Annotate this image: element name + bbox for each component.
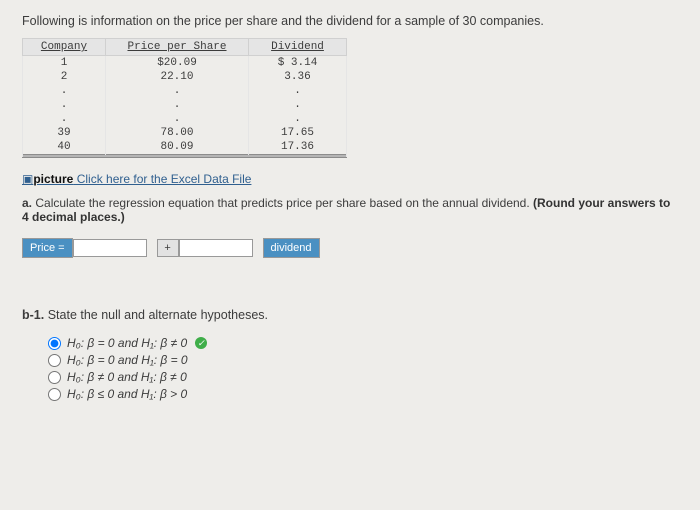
option-3-text: H₀: β ≠ 0 and H₁: β ≠ 0 [67,370,187,384]
radio-4[interactable] [48,388,61,401]
intro-text: Following is information on the price pe… [22,14,678,28]
option-2[interactable]: H₀: β = 0 and H₁: β = 0 [48,353,678,367]
slope-input[interactable] [179,239,253,257]
option-4[interactable]: H₀: β ≤ 0 and H₁: β > 0 [48,387,678,401]
table-row: 4080.0917.36 [23,140,347,155]
price-label: Price = [22,238,73,258]
th-dividend: Dividend [249,39,347,56]
link-text: Click here for the Excel Data File [73,172,251,186]
qa-text: Calculate the regression equation that p… [32,196,533,210]
radio-1[interactable] [48,337,61,350]
option-4-text: H₀: β ≤ 0 and H₁: β > 0 [67,387,187,401]
table-row: 1$20.09$ 3.14 [23,56,347,71]
intercept-input[interactable] [73,239,147,257]
option-2-text: H₀: β = 0 and H₁: β = 0 [67,353,188,367]
question-b1: b-1. State the null and alternate hypoth… [22,308,678,322]
data-table: Company Price per Share Dividend 1$20.09… [22,38,347,158]
table-row: 222.103.36 [23,70,347,84]
link-prefix: picture [33,172,73,186]
option-3[interactable]: H₀: β ≠ 0 and H₁: β ≠ 0 [48,370,678,384]
dividend-label: dividend [263,238,320,258]
radio-2[interactable] [48,354,61,367]
table-row: 3978.0017.65 [23,126,347,140]
camera-icon: ▣ [22,172,33,186]
hypothesis-options: H₀: β = 0 and H₁: β ≠ 0 ✓ H₀: β = 0 and … [48,336,678,401]
th-company: Company [23,39,106,56]
table-row: ... [23,84,347,98]
th-price: Price per Share [106,39,249,56]
option-1-text: H₀: β = 0 and H₁: β ≠ 0 [67,336,187,350]
table-row: ... [23,112,347,126]
plus-op: + [157,239,179,257]
check-icon: ✓ [195,337,207,349]
question-a: a. Calculate the regression equation tha… [22,196,678,224]
option-1[interactable]: H₀: β = 0 and H₁: β ≠ 0 ✓ [48,336,678,350]
equation-row: Price = + dividend [22,238,678,258]
radio-3[interactable] [48,371,61,384]
table-row: ... [23,98,347,112]
qa-label: a. [22,196,32,210]
excel-data-link[interactable]: ▣picture Click here for the Excel Data F… [22,172,251,186]
